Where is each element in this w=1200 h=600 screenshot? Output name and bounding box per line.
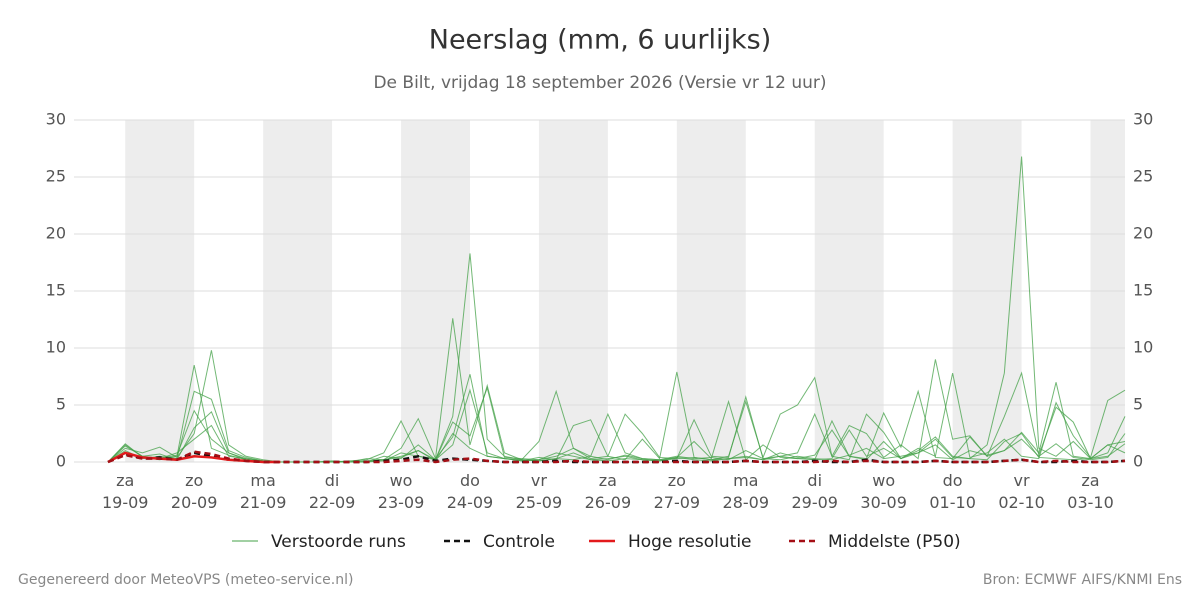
y-tick-label: 10: [46, 338, 66, 357]
y-tick-label: 30: [46, 110, 66, 129]
y2-tick-label: 30: [1133, 110, 1153, 129]
x-tick-label: ma 28-09: [722, 471, 770, 512]
y-tick-label: 0: [56, 452, 66, 471]
legend-label: Controle: [483, 532, 555, 552]
x-tick-label: vr 25-09: [515, 471, 563, 512]
legend-label: Hoge resolutie: [628, 532, 752, 552]
x-tick-label: za 03-10: [1067, 471, 1114, 512]
y2-tick-label: 15: [1133, 281, 1153, 300]
x-tick-label: zo 27-09: [653, 471, 701, 512]
y2-tick-label: 25: [1133, 167, 1153, 186]
x-tick-label: di 22-09: [308, 471, 356, 512]
y2-tick-label: 5: [1133, 395, 1143, 414]
x-tick-label: wo 30-09: [860, 471, 907, 512]
x-tick-label: wo 23-09: [377, 471, 425, 512]
footer-left: Gegenereerd door MeteoVPS (meteo-service…: [18, 572, 353, 588]
y-tick-label: 5: [56, 395, 66, 414]
y2-tick-label: 20: [1133, 224, 1153, 243]
x-tick-label: di 29-09: [791, 471, 838, 512]
y2-tick-label: 0: [1133, 452, 1143, 471]
x-tick-label: do 24-09: [446, 471, 494, 512]
legend-label: Middelste (P50): [828, 532, 961, 552]
x-tick-label: zo 20-09: [170, 471, 218, 512]
footer-right: Bron: ECMWF AIFS/KNMI Ens: [983, 572, 1182, 588]
x-tick-label: do 01-10: [929, 471, 976, 512]
x-tick-label: za 26-09: [584, 471, 632, 512]
y-tick-label: 15: [46, 281, 66, 300]
legend-label: Verstoorde runs: [271, 532, 406, 552]
y2-tick-label: 10: [1133, 338, 1153, 357]
x-tick-label: vr 02-10: [998, 471, 1045, 512]
series-line: [107, 450, 1126, 464]
series-line: [107, 451, 281, 464]
x-tick-label: za 19-09: [101, 471, 149, 512]
y-tick-label: 25: [46, 167, 66, 186]
y-tick-label: 20: [46, 224, 66, 243]
chart-title: Neerslag (mm, 6 uurlijks): [429, 25, 771, 56]
x-tick-label: ma 21-09: [239, 471, 287, 512]
chart-subtitle: De Bilt, vrijdag 18 september 2026 (Vers…: [373, 73, 826, 93]
